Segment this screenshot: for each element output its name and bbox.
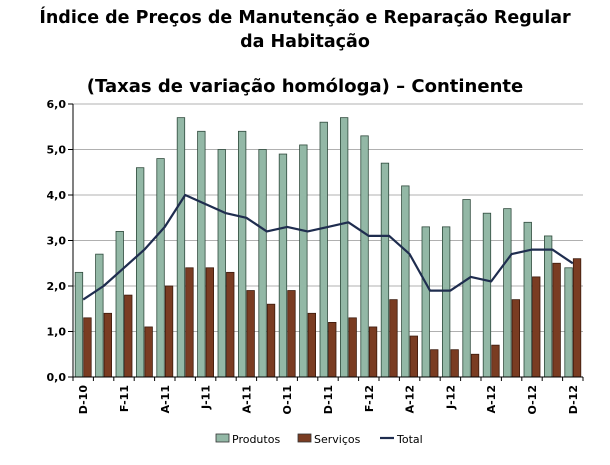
chart-title-line-2: da Habitação (240, 32, 370, 52)
bar-produtos (421, 226, 430, 378)
bar-servicos (511, 299, 520, 378)
bar-servicos (552, 262, 561, 378)
x-tick-label: A-12 (404, 385, 417, 413)
bar-servicos (185, 267, 194, 378)
line-layer (82, 193, 574, 301)
x-tick-label: J-12 (444, 385, 457, 410)
legend-label: Serviços (314, 433, 361, 446)
bar-produtos (115, 230, 124, 378)
bar-produtos (278, 153, 288, 378)
x-tick-label: F-11 (118, 385, 131, 412)
bar-produtos (544, 235, 553, 378)
y-tick-label: 2,0 (47, 280, 67, 293)
x-tick-label: D-12 (567, 385, 580, 414)
bar-produtos (523, 221, 532, 378)
bar-servicos (532, 276, 541, 378)
bar-servicos (307, 312, 317, 378)
bar-servicos (409, 335, 419, 378)
bar-produtos (74, 271, 84, 378)
x-tick-label: J-11 (200, 385, 213, 410)
y-tick-label: 3,0 (47, 235, 67, 248)
bar-produtos (299, 144, 308, 378)
y-tick-label: 5,0 (47, 144, 67, 157)
bar-servicos (491, 344, 500, 378)
x-tick-label: F-12 (363, 385, 376, 412)
bar-servicos (430, 349, 439, 378)
bar-servicos (572, 258, 582, 378)
chart-title-line-1: Índice de Preços de Manutenção e Reparaç… (39, 8, 571, 28)
bar-servicos (266, 303, 276, 378)
bar-servicos (205, 267, 215, 378)
x-tick-label: D-11 (322, 385, 335, 414)
chart-subtitle: (Taxas de variação homóloga) – Continent… (86, 76, 524, 97)
bar-servicos (287, 290, 296, 378)
bar-servicos (246, 290, 255, 378)
bar-servicos (470, 353, 480, 378)
bar-produtos (197, 130, 206, 378)
bar-produtos (380, 162, 390, 378)
bar-produtos (401, 185, 410, 378)
x-tick-label: A-11 (159, 385, 172, 413)
x-tick-label: D-10 (77, 385, 90, 415)
legend-label: Produtos (232, 433, 280, 446)
bar-produtos (237, 130, 247, 378)
legend: Produtos Serviços Total (215, 433, 423, 446)
x-tick-label: A-11 (240, 385, 253, 413)
bar-produtos (564, 267, 573, 378)
bar-servicos (144, 326, 153, 378)
bar-produtos (441, 226, 451, 378)
legend-swatch-servicos (297, 433, 312, 443)
bar-servicos (83, 317, 92, 378)
x-tick-label: O-12 (526, 385, 539, 414)
x-tick-label: O-11 (281, 385, 294, 414)
bar-servicos (450, 349, 459, 378)
axis-layer: 0,0 1,0 2,0 3,0 4,0 5,0 6,0 D-10 F-11 A-11 J-11 A-1… (47, 98, 584, 414)
bar-produtos (462, 199, 471, 378)
bar-produtos (176, 117, 186, 378)
bar-produtos (258, 149, 267, 378)
bar-produtos (217, 149, 226, 378)
bar-produtos (95, 253, 104, 378)
bar-servicos (226, 271, 235, 378)
y-tick-label: 1,0 (47, 326, 67, 339)
line-total (82, 193, 574, 301)
bar-produtos (135, 167, 145, 378)
bar-servicos (124, 294, 133, 378)
bar-servicos (389, 299, 398, 378)
bar-servicos (348, 317, 357, 378)
y-tick-label: 0,0 (47, 371, 67, 384)
bar-servicos (328, 321, 337, 378)
bar-produtos (319, 121, 328, 378)
bar-produtos (503, 208, 512, 378)
y-tick-label: 4,0 (47, 189, 67, 202)
bar-servicos (368, 326, 378, 378)
bar-produtos (360, 135, 369, 378)
y-tick-label: 6,0 (47, 98, 67, 111)
legend-swatch-produtos (215, 433, 230, 443)
bar-servicos (103, 312, 112, 378)
bar-produtos (156, 158, 165, 378)
bar-layer (74, 117, 582, 378)
bar-produtos (339, 117, 349, 378)
x-tick-label: A-12 (485, 385, 498, 413)
legend-label: Total (396, 433, 423, 446)
bar-produtos (482, 212, 492, 378)
bar-servicos (164, 285, 174, 378)
